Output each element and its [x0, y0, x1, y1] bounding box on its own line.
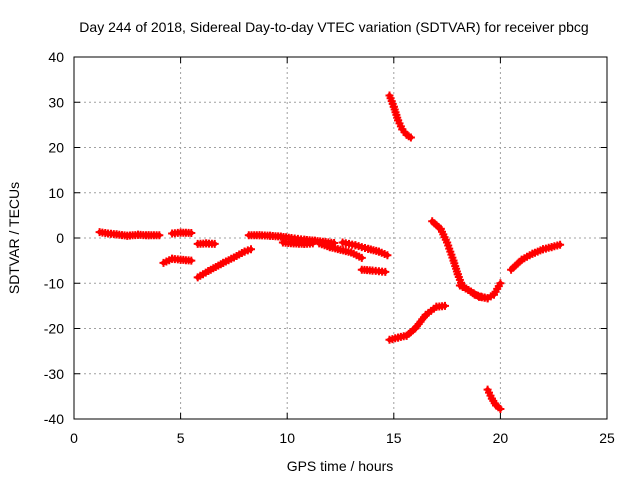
plot-area-frame: [73, 56, 608, 420]
data-series-track-14: [455, 281, 492, 303]
x-tick-label: 0: [70, 430, 78, 446]
data-point-marker: [247, 245, 255, 254]
data-point-marker: [381, 267, 390, 276]
y-tick-label: 30: [48, 94, 64, 110]
x-axis-label: GPS time / hours: [287, 458, 394, 474]
data-point-marker: [496, 405, 505, 413]
data-series-track-9: [338, 238, 392, 260]
chart-title: Day 244 of 2018, Sidereal Day-to-day VTE…: [79, 19, 588, 35]
y-tick-label: -40: [44, 411, 64, 427]
y-tick-label: -20: [44, 321, 64, 337]
y-tick-label: 40: [48, 49, 64, 65]
data-point-marker: [383, 251, 392, 260]
data-series-track-5: [193, 245, 255, 282]
series-layer: [95, 91, 565, 413]
data-series-track-3: [159, 254, 196, 267]
data-series-track-16: [483, 385, 505, 413]
data-point-marker: [556, 240, 565, 249]
data-series-track-7: [278, 238, 317, 248]
x-tick-label: 25: [599, 430, 615, 446]
data-point-marker: [483, 294, 492, 303]
data-point-marker: [357, 253, 366, 262]
data-series-track-8: [315, 239, 366, 262]
y-axis-label: SDTVAR / TECUs: [6, 182, 22, 294]
data-point-marker: [406, 133, 415, 142]
y-tick-label: 20: [48, 140, 64, 156]
y-tick-label: -10: [44, 275, 64, 291]
data-series-track-10: [357, 265, 390, 276]
x-tick-label: 10: [279, 430, 295, 446]
x-tick-label: 5: [177, 430, 185, 446]
data-point-marker: [187, 229, 196, 237]
y-tick-label: -30: [44, 366, 64, 382]
data-series-track-2: [168, 228, 196, 238]
x-tick-label: 15: [386, 430, 402, 446]
y-tick-label: 0: [56, 230, 64, 246]
data-point-marker: [187, 256, 196, 265]
data-series-track-12: [385, 301, 449, 344]
data-series-track-15: [507, 240, 565, 274]
data-point-marker: [210, 239, 219, 248]
data-series-track-6: [244, 231, 339, 247]
data-point-marker: [441, 301, 449, 310]
data-series-track-11: [385, 91, 415, 142]
data-series-track-1: [95, 228, 164, 240]
y-tick-label: 10: [48, 185, 64, 201]
x-tick-label: 20: [493, 430, 509, 446]
data-series-track-4: [193, 239, 219, 248]
data-point-marker: [155, 231, 164, 240]
data-point-marker: [496, 279, 505, 288]
